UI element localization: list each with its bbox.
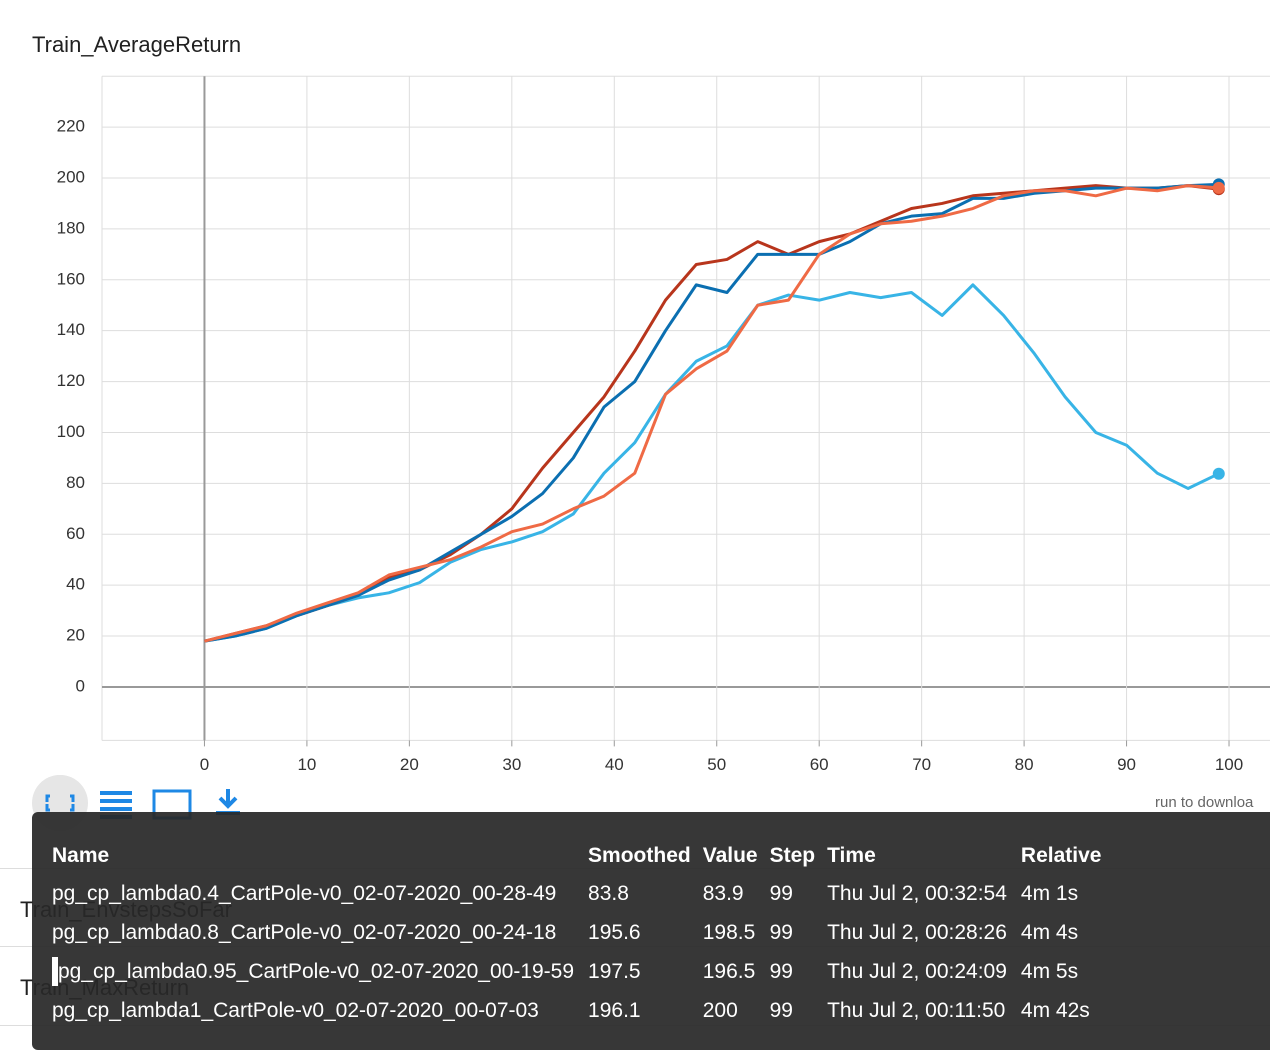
cell: 4m 1s — [1020, 881, 1079, 905]
y-tick-label: 20 — [66, 626, 85, 645]
cell: 195.6 — [588, 920, 641, 944]
cell: 4m 42s — [1020, 998, 1090, 1022]
y-tick-label: 180 — [57, 218, 85, 237]
y-tick-label: 100 — [57, 422, 85, 441]
tooltip-row: pg_cp_lambda1_CartPole-v0_02-07-2020_00-… — [52, 991, 1113, 1030]
cell: 83.8 — [588, 881, 629, 905]
y-tick-label: 220 — [57, 117, 85, 136]
cell: 99 — [769, 959, 793, 983]
y-tick-label: 60 — [66, 524, 85, 543]
tooltip-row: pg_cp_lambda0.8_CartPole-v0_02-07-2020_0… — [52, 913, 1113, 952]
series-line — [204, 182, 1219, 643]
series-line — [204, 283, 1220, 643]
run-name: pg_cp_lambda0.4_CartPole-v0_02-07-2020_0… — [52, 874, 588, 913]
column-header: Value — [702, 844, 758, 867]
run-name-text: pg_cp_lambda0.95_CartPole-v0_02-07-2020_… — [58, 959, 575, 983]
column-header: Time — [827, 844, 876, 867]
x-tick-label: 90 — [1117, 755, 1136, 774]
x-tick-label: 10 — [297, 755, 316, 774]
cell: 99 — [769, 881, 793, 905]
cell: 198.5 — [702, 920, 756, 944]
cell: 99 — [769, 998, 793, 1022]
column-header: Smoothed — [588, 844, 691, 867]
run-name: pg_cp_lambda1_CartPole-v0_02-07-2020_00-… — [52, 991, 588, 1030]
cell: 83.9 — [702, 881, 744, 905]
x-tick-label: 30 — [502, 755, 521, 774]
run-name: pg_cp_lambda0.95_CartPole-v0_02-07-2020_… — [52, 952, 588, 991]
cell: Thu Jul 2, 00:32:54 — [827, 881, 1007, 905]
x-tick-label: 80 — [1015, 755, 1034, 774]
y-tick-label: 200 — [57, 167, 85, 186]
cell: 196.1 — [588, 998, 641, 1022]
series-end-dot — [1212, 467, 1225, 480]
cell: 197.5 — [588, 959, 641, 983]
tooltip-row: pg_cp_lambda0.4_CartPole-v0_02-07-2020_0… — [52, 874, 1113, 913]
cell: Thu Jul 2, 00:11:50 — [827, 998, 1006, 1022]
x-tick-label: 0 — [200, 755, 209, 774]
y-tick-label: 120 — [57, 371, 85, 390]
x-tick-label: 40 — [605, 755, 624, 774]
download-icon[interactable] — [216, 789, 240, 815]
cell: Thu Jul 2, 00:28:26 — [827, 920, 1007, 944]
series-line — [204, 184, 1219, 643]
series-end-dot — [1212, 181, 1225, 194]
download-link[interactable]: run to downloa — [1155, 794, 1254, 811]
y-tick-label: 40 — [66, 575, 85, 594]
run-name-text: pg_cp_lambda0.4_CartPole-v0_02-07-2020_0… — [52, 881, 557, 905]
x-tick-label: 70 — [912, 755, 931, 774]
x-tick-label: 20 — [400, 755, 419, 774]
tooltip-row: pg_cp_lambda0.95_CartPole-v0_02-07-2020_… — [52, 952, 1113, 991]
fullscreen-icon — [45, 794, 75, 812]
tooltip-table: Name Smoothed Value Step Time Relative pg_cp_l… — [52, 842, 1113, 1030]
column-header: Step — [769, 844, 816, 867]
x-tick-label: 100 — [1215, 755, 1243, 774]
run-name: pg_cp_lambda0.8_CartPole-v0_02-07-2020_0… — [52, 913, 588, 952]
cell: 99 — [769, 920, 793, 944]
chart: 0 20 40 60 80 100 120 140 160 180 200 220 0 10 20 30 40 5… — [35, 75, 1270, 790]
cell: Thu Jul 2, 00:24:09 — [827, 959, 1007, 983]
run-name-text: pg_cp_lambda0.8_CartPole-v0_02-07-2020_0… — [52, 920, 557, 944]
y-tick-label: 80 — [66, 473, 85, 492]
run-color-dot — [52, 956, 58, 986]
series-line — [204, 184, 1219, 643]
column-header: Name — [52, 844, 110, 867]
chart-title: Train_AverageReturn — [32, 32, 242, 57]
cell: 4m 4s — [1020, 920, 1079, 944]
y-tick-label: 0 — [76, 676, 85, 695]
cell: 196.5 — [702, 959, 756, 983]
y-tick-label: 140 — [57, 320, 85, 339]
tooltip: Name Smoothed Value Step Time Relative pg_cp_l… — [32, 812, 1270, 1050]
list-icon[interactable] — [100, 791, 132, 819]
x-tick-label: 50 — [707, 755, 726, 774]
cell: 4m 5s — [1020, 959, 1079, 983]
y-tick-label: 160 — [57, 269, 85, 288]
run-name-text: pg_cp_lambda1_CartPole-v0_02-07-2020_00-… — [52, 998, 539, 1022]
cell: 200 — [702, 998, 738, 1022]
column-header: Relative — [1020, 844, 1102, 867]
x-tick-label: 60 — [810, 755, 829, 774]
